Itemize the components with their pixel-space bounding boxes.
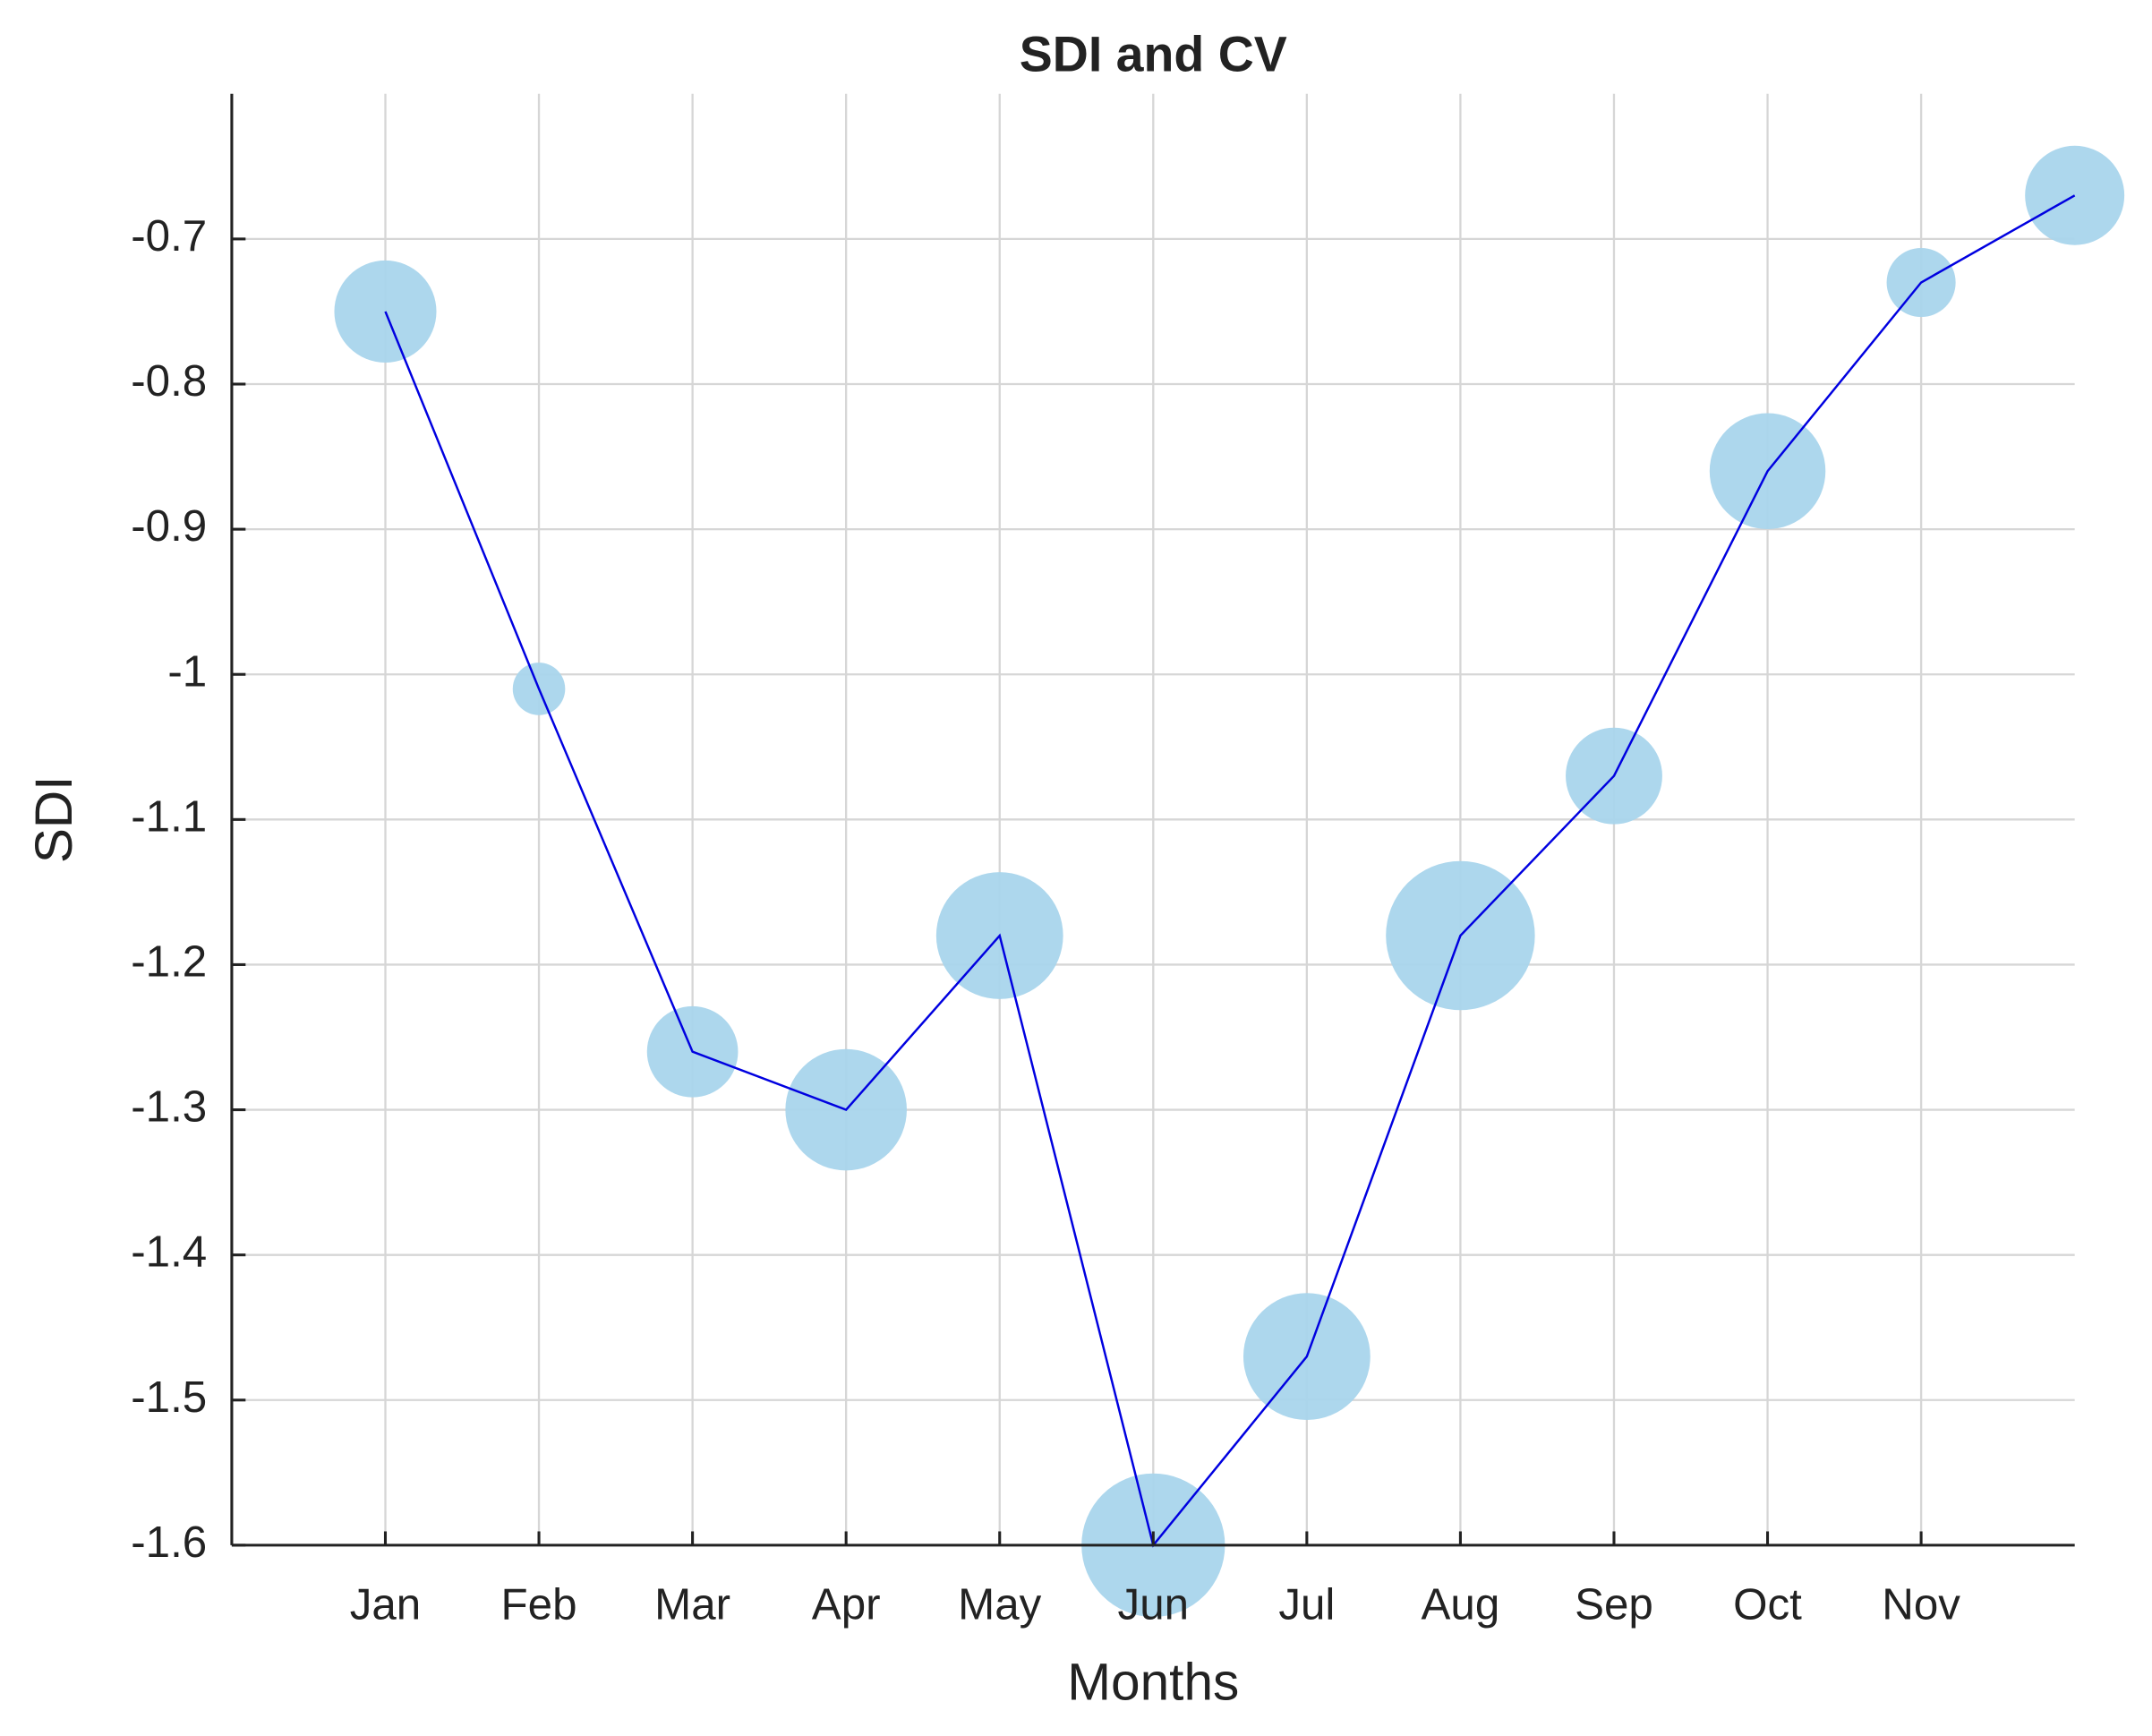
y-tick-label: -1.6 <box>131 1518 207 1567</box>
y-tick-label: -0.7 <box>131 211 207 261</box>
y-tick-label: -1.2 <box>131 936 207 986</box>
x-tick-label: Sep <box>1575 1579 1653 1629</box>
y-tick-label: -1.5 <box>131 1373 207 1422</box>
y-tick-label: -1.4 <box>131 1227 207 1277</box>
x-tick-label: Mar <box>654 1579 730 1629</box>
bubble <box>334 260 437 363</box>
x-tick-label: May <box>958 1579 1041 1629</box>
x-tick-label: Feb <box>501 1579 577 1629</box>
marks-layer <box>334 145 2125 1618</box>
x-tick-label: Jul <box>1278 1579 1335 1629</box>
sdi-line <box>384 194 2076 1548</box>
y-tick-label: -1.3 <box>131 1082 207 1132</box>
grid-layer <box>231 93 2075 1547</box>
labels-layer: -1.6 -1.5 -1.4 -1.3 -1.2 -1.1 -1 -0.9 -0.8 -0.7 Ja… <box>131 211 1960 1629</box>
x-tick-label: Oct <box>1733 1579 1802 1629</box>
chart-title: SDI and CV <box>1020 26 1287 81</box>
x-tick-label: Aug <box>1422 1579 1500 1629</box>
y-tick-label: -0.9 <box>131 501 207 551</box>
x-axis-label: Months <box>1067 1654 1239 1712</box>
y-tick-label: -1.1 <box>131 791 207 841</box>
x-tick-label: Nov <box>1882 1579 1960 1629</box>
x-tick-label: Apr <box>812 1579 881 1629</box>
x-tick-label: Jan <box>350 1579 421 1629</box>
y-tick-label: -0.8 <box>131 356 207 406</box>
y-axis-label: SDI <box>25 776 83 864</box>
y-tick-label: -1 <box>167 646 207 696</box>
x-tick-label: Jun <box>1118 1579 1189 1629</box>
